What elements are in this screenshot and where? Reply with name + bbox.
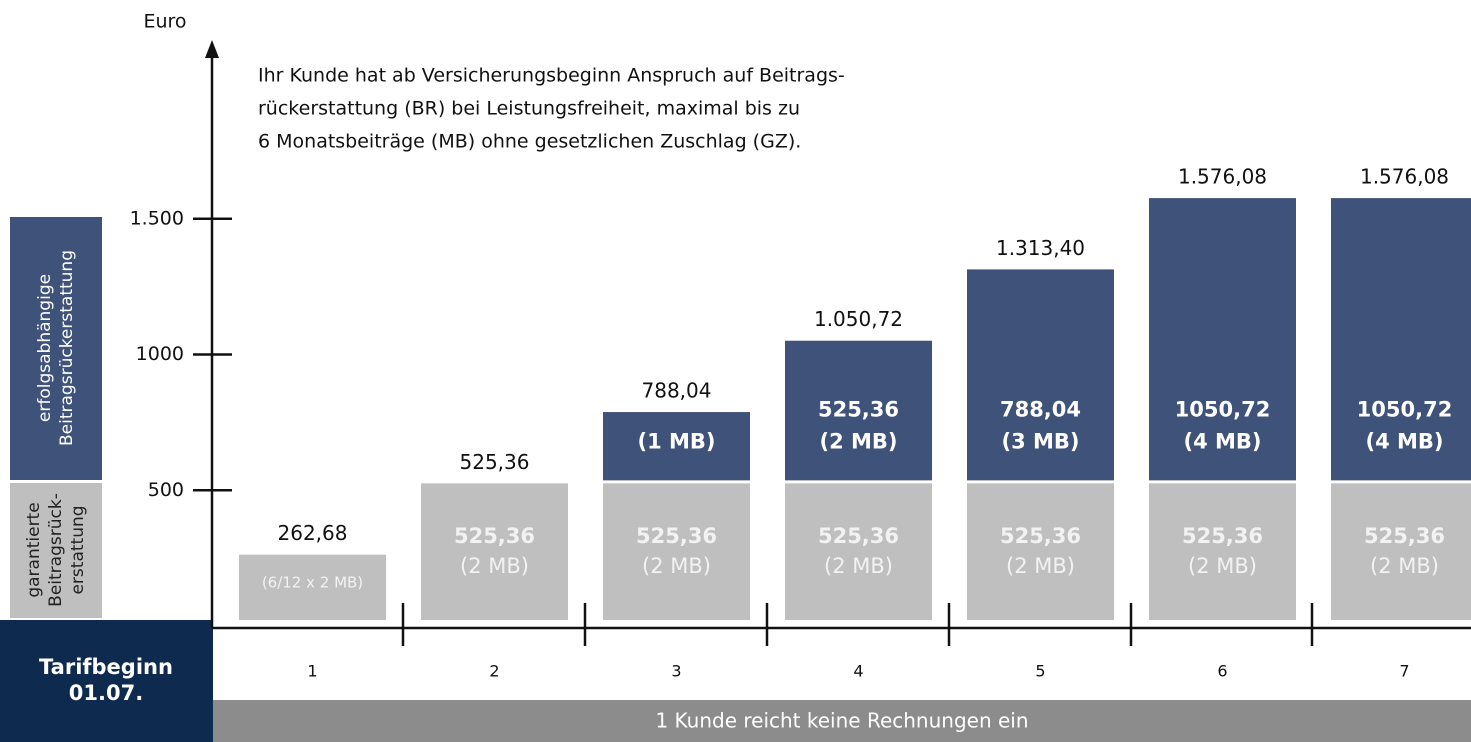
total-label: 1.576,08 bbox=[1178, 165, 1267, 189]
start-label: 01.07. bbox=[69, 681, 143, 705]
bar-value-label: 525,36 bbox=[1000, 524, 1081, 548]
y-tick-label: 1000 bbox=[136, 343, 184, 365]
legend-label: erfolgsabhängige bbox=[35, 274, 55, 422]
footer-band bbox=[213, 700, 1471, 742]
bar-unit-label: (2 MB) bbox=[824, 554, 893, 578]
bar-unit-label: (4 MB) bbox=[1183, 429, 1261, 453]
bar-segment bbox=[967, 483, 1114, 620]
bar-unit-label: (2 MB) bbox=[460, 554, 529, 578]
bar-unit-label: (6/12 x 2 MB) bbox=[262, 574, 363, 592]
legend-label: Beitragsrück- bbox=[46, 493, 66, 607]
bar-segment bbox=[603, 483, 750, 620]
bar-value-label: 1050,72 bbox=[1175, 397, 1271, 421]
y-label: Euro bbox=[143, 11, 186, 33]
x-tick-label: 6 bbox=[1217, 662, 1227, 681]
legend-label: erstattung bbox=[68, 505, 88, 594]
legend-box bbox=[10, 483, 102, 618]
total-label: 1.050,72 bbox=[814, 307, 903, 331]
bar-unit-label: (1 MB) bbox=[637, 429, 715, 453]
bar-segment bbox=[1149, 198, 1296, 481]
bar-segment bbox=[785, 340, 932, 481]
x-tick-label: 7 bbox=[1399, 662, 1409, 681]
x-tick-label: 1 bbox=[307, 662, 317, 681]
footer: 1 Kunde reicht keine Rechnungen ein bbox=[655, 709, 1028, 733]
start-label: Tarifbeginn bbox=[39, 655, 173, 679]
bar-unit-label: (2 MB) bbox=[1006, 554, 1075, 578]
x-tick-label: 5 bbox=[1035, 662, 1045, 681]
bar-segment bbox=[1331, 483, 1471, 620]
x-tick-label: 3 bbox=[671, 662, 681, 681]
bar-value-label: 525,36 bbox=[454, 524, 535, 548]
total-label: 1.576,08 bbox=[1360, 165, 1449, 189]
bar-value-label: 525,36 bbox=[818, 397, 899, 421]
bar-segment bbox=[967, 269, 1114, 481]
bar-unit-label: (3 MB) bbox=[1001, 429, 1079, 453]
bar-unit-label: (2 MB) bbox=[1188, 554, 1257, 578]
total-label: 1.313,40 bbox=[996, 236, 1085, 260]
bar-segment bbox=[603, 412, 750, 481]
legend-label: garantierte bbox=[24, 502, 44, 597]
start-box bbox=[0, 620, 213, 742]
bar-value-label: 1050,72 bbox=[1357, 397, 1453, 421]
annotation: 6 Monatsbeiträge (MB) ohne gesetzlichen … bbox=[258, 131, 801, 153]
x-tick-label: 4 bbox=[853, 662, 863, 681]
bar-unit-label: (2 MB) bbox=[1370, 554, 1439, 578]
bar-segment bbox=[421, 483, 568, 620]
y-tick-label: 500 bbox=[148, 479, 184, 501]
y-axis-arrow bbox=[205, 40, 219, 58]
total-label: 262,68 bbox=[278, 521, 348, 545]
bar-segment bbox=[1149, 483, 1296, 620]
annotation: Ihr Kunde hat ab Versicherungsbeginn Ans… bbox=[258, 65, 845, 87]
annotation: rückerstattung (BR) bei Leistungsfreihei… bbox=[258, 98, 800, 120]
bar-segment bbox=[239, 554, 386, 620]
bar-value-label: 525,36 bbox=[818, 524, 899, 548]
bar-unit-label: (2 MB) bbox=[819, 429, 897, 453]
y-tick-label: 1.500 bbox=[130, 207, 184, 229]
total-label: 788,04 bbox=[642, 379, 712, 403]
bar-value-label: 525,36 bbox=[1182, 524, 1263, 548]
bar-unit-label: (2 MB) bbox=[642, 554, 711, 578]
bar-value-label: 788,04 bbox=[1000, 397, 1081, 421]
legend-label: Beitragsrückerstattung bbox=[57, 250, 77, 446]
bar-unit-label: (4 MB) bbox=[1365, 429, 1443, 453]
bar-value-label: 525,36 bbox=[1364, 524, 1445, 548]
legend-box bbox=[10, 217, 102, 480]
total-label: 525,36 bbox=[460, 450, 530, 474]
bar-segment bbox=[785, 483, 932, 620]
x-tick-label: 2 bbox=[489, 662, 499, 681]
bar-value-label: 525,36 bbox=[636, 524, 717, 548]
bar-segment bbox=[1331, 198, 1471, 481]
